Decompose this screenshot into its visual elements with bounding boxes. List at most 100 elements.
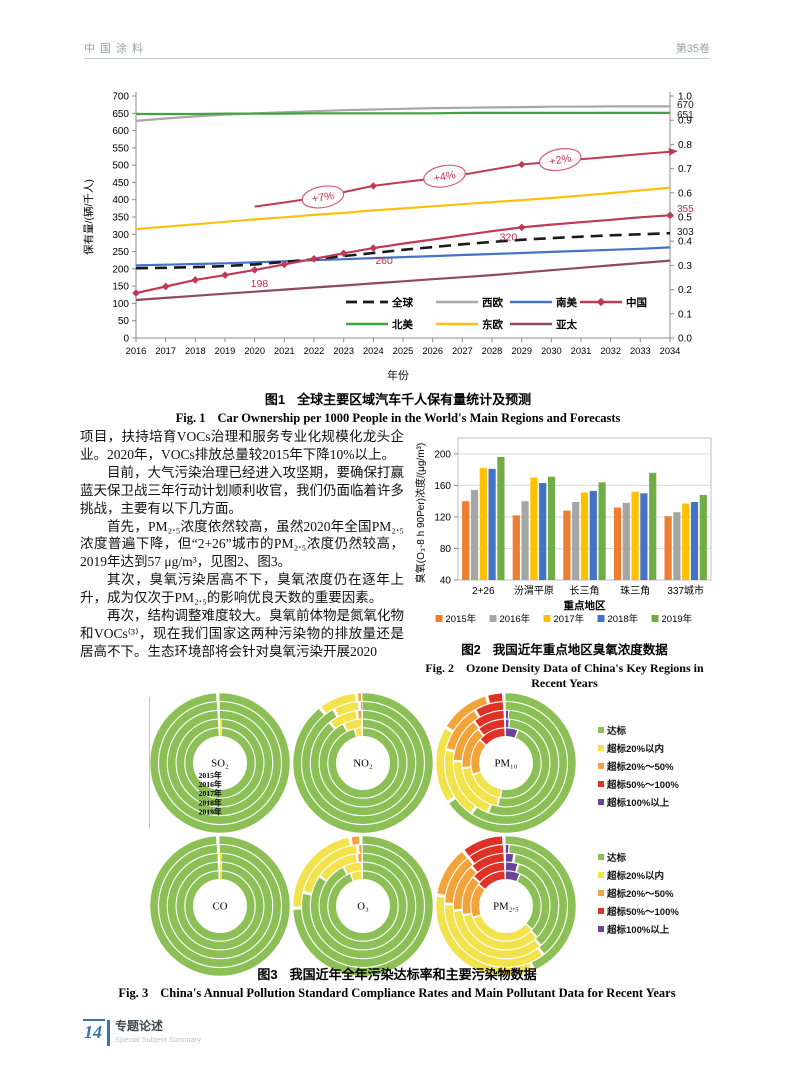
paragraph: 目前，大气污染治理已经进入攻坚期，要确保打赢蓝天保卫战三年行动计划顺利收官，我们… [80,464,404,516]
svg-text:0.0: 0.0 [678,334,692,345]
page-number: 14 [83,1019,105,1043]
legend-swatch [598,799,604,805]
paragraph: 首先，PM₂.₅浓度依然较高，虽然2020年全国PM₂.₅浓度普遍下降，但“2+… [80,518,404,570]
svg-text:550: 550 [112,143,129,154]
body-text-column: 项目，扶持培育VOCs治理和服务专业化规模化龙头企业。2020年，VOCs排放总… [80,428,404,661]
fig1-x-axis-title: 年份 [387,370,409,382]
svg-text:0.2: 0.2 [678,285,692,296]
fig3-donut-row-1: SO₂ 2015年 2016年 2017年 2018年 2019年 NO₂ PM₁₀ [150,693,576,833]
fig3-caption-en: Fig. 3 China's Annual Pollution Standard … [118,986,676,1000]
svg-text:亚太: 亚太 [556,318,577,331]
svg-text:120: 120 [434,512,451,523]
svg-text:+2%: +2% [548,153,572,169]
svg-text:+4%: +4% [433,169,457,185]
fig3-legend-item: 达标 [598,723,679,737]
fig3-legend-item: 达标 [598,850,679,864]
svg-text:1.0: 1.0 [678,92,692,103]
legend-label: 超标20%以内 [607,871,665,882]
svg-text:全球: 全球 [391,296,413,309]
svg-text:500: 500 [112,161,129,172]
legend-label: 超标20%～50% [607,889,674,900]
fig1-caption-cn: 图1 全球主要区域汽车千人保有量统计及预测 [264,392,532,407]
figure-1: 0 50 100 150 200 250 300 350 400 450 500 550 600 650 7… [78,86,718,426]
svg-text:100: 100 [112,299,129,310]
svg-text:2016年: 2016年 [199,779,222,789]
legend-label: 达标 [607,853,627,864]
svg-text:2020: 2020 [244,346,265,356]
series-nam [136,111,670,116]
svg-text:0: 0 [123,334,129,345]
svg-text:2015年: 2015年 [199,770,222,780]
donut-no2: NO₂ [293,693,433,833]
fig3-captions: 图3 我国近年全年污染达标率和主要污染物数据 Fig. 3 China's Annu… [40,958,754,1001]
donut-pm25: PM₂.₅ [436,836,576,976]
legend-label: 超标20%～50% [607,762,674,773]
svg-text:303: 303 [677,227,694,238]
fig3-legend-item: 超标100%以上 [598,795,679,809]
series-eeu [135,186,671,231]
series-sam [135,246,671,267]
legend-label: 超标100%以上 [607,798,670,809]
footer-accent-bar [107,1020,110,1046]
svg-text:0.8: 0.8 [678,140,692,151]
legend-swatch [598,872,604,878]
fig3-legend-item: 超标20%以内 [598,868,679,882]
fig3-legend-bottom: 达标 超标20%以内 超标20%～50% 超标50%～100% 超标100%以上 [598,850,679,940]
paragraph: 再次，结构调整难度较大。臭氧前体物是氮氧化物和VOCs⁽³⁾，现在我们国家这两种… [80,608,404,659]
svg-text:198: 198 [251,278,269,290]
svg-text:2029: 2029 [511,346,532,356]
svg-text:2019年: 2019年 [199,807,222,817]
svg-text:2018年: 2018年 [199,797,222,807]
svg-text:2017年: 2017年 [199,788,222,798]
fig3-legend-item: 超标100%以上 [598,922,679,936]
svg-text:西欧: 西欧 [482,296,503,309]
fig2-bar-chart: 40 80 120 160 200 臭氧(O₃-8 h 90Per)浓度/(μg/m³) 2… [414,437,712,625]
svg-text:2021: 2021 [274,346,295,356]
svg-text:2025: 2025 [393,346,414,356]
svg-text:651: 651 [677,110,694,121]
donut-co: CO [150,836,290,976]
svg-text:2018年: 2018年 [608,613,639,625]
svg-text:260: 260 [375,255,393,267]
svg-text:O₃: O₃ [357,901,369,913]
svg-text:2023: 2023 [333,346,354,356]
legend-swatch [598,908,604,914]
svg-text:2017: 2017 [155,346,176,356]
legend-swatch [598,854,604,860]
footer-section-cn: 专题论述 [115,1019,164,1033]
fig3-legend-item: 超标50%～100% [598,777,679,791]
svg-text:150: 150 [112,282,129,293]
svg-text:+7%: +7% [311,190,335,206]
fig3-legend-top: 达标超标20%以内 超标20%～50% 超标50%～100% 超标100%以上 [598,723,679,813]
svg-text:北美: 北美 [392,318,413,331]
svg-text:350: 350 [112,213,129,224]
svg-text:CO: CO [213,901,228,913]
svg-text:2032: 2032 [600,346,621,356]
svg-text:2024: 2024 [363,346,384,356]
volume-label: 第35卷 [675,43,710,55]
svg-text:2019: 2019 [215,346,236,356]
legend-swatch [598,781,604,787]
svg-text:2018: 2018 [185,346,206,356]
legend-label: 超标100%以上 [607,925,670,936]
svg-text:650: 650 [112,109,129,120]
svg-text:250: 250 [112,247,129,258]
svg-text:2028: 2028 [482,346,503,356]
svg-text:400: 400 [112,195,129,206]
donut-o3: O₃ [293,836,433,976]
legend-label: 超标50%～100% [607,780,679,791]
svg-text:80: 80 [440,544,452,555]
fig1-line-chart: 0 50 100 150 200 250 300 350 400 450 500 550 600 650 7… [82,92,694,357]
fig1-caption-en: Fig. 1 Car Ownership per 1000 People in t… [175,411,621,425]
svg-text:50: 50 [118,316,130,327]
svg-text:SO₂: SO₂ [211,758,229,770]
fig3-donut-row-2: CO O₃ PM₂.₅ [150,836,576,976]
svg-text:东欧: 东欧 [482,318,503,331]
svg-text:臭氧(O₃-8 h 90Per)浓度/(μg/m³): 臭氧(O₃-8 h 90Per)浓度/(μg/m³) [414,443,427,583]
legend-swatch [598,926,604,932]
fig3-legend-item: 超标20%以内 [598,741,679,755]
svg-text:337城市: 337城市 [667,584,704,597]
fig3-left-rule [149,697,150,829]
